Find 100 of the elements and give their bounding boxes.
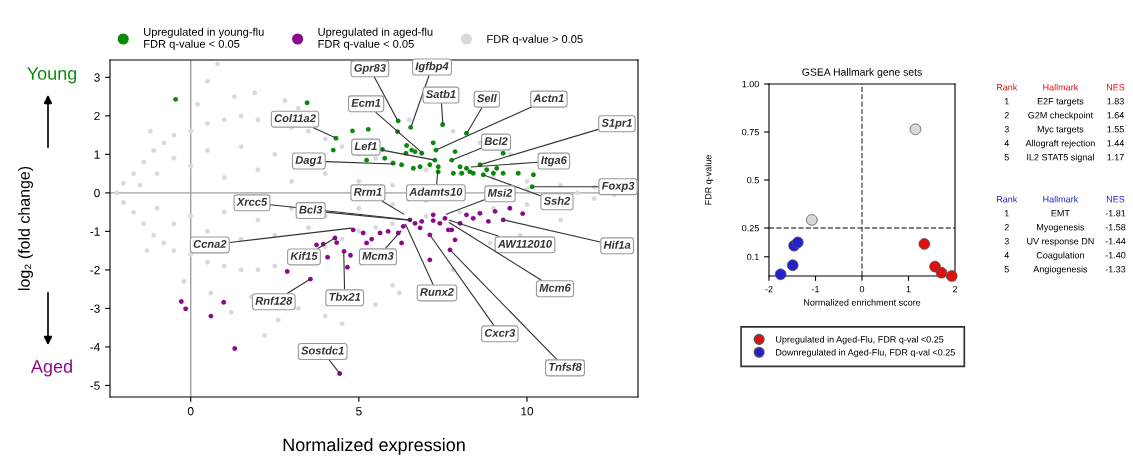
annotation: Mcm3	[362, 251, 394, 260]
x-tick-label: 1	[906, 286, 911, 293]
legend-label: Upregulated in young-flu FDR q-value < 0.05	[144, 27, 264, 50]
point	[400, 223, 406, 229]
point	[325, 254, 330, 260]
annotation: Ecm1	[351, 99, 381, 107]
point	[464, 165, 469, 171]
annotation: Dag1	[295, 156, 322, 167]
point	[410, 165, 416, 171]
point	[464, 212, 469, 218]
text: 1.55	[1107, 126, 1124, 133]
y-tick-label: 0.25	[742, 224, 759, 232]
point	[427, 257, 433, 263]
point	[334, 240, 340, 245]
y-tick-label: -5	[90, 381, 100, 390]
point	[470, 170, 476, 176]
x-axis-title: Normalized expression	[283, 438, 465, 455]
point	[531, 172, 536, 178]
point	[232, 346, 238, 351]
text: Rank	[996, 195, 1018, 203]
text: -1.58	[1105, 224, 1126, 231]
text: -1.44	[1105, 238, 1126, 245]
point	[470, 215, 476, 221]
point	[382, 155, 388, 161]
point	[330, 147, 336, 153]
point	[507, 205, 513, 211]
point	[437, 220, 443, 226]
point	[442, 215, 448, 221]
point	[500, 170, 506, 176]
text: 1.83	[1107, 98, 1124, 105]
y-axis-title: FDR q-value	[704, 155, 714, 205]
text: G2M checkpoint	[1028, 111, 1093, 121]
point	[467, 169, 473, 175]
y-tick-label: -2	[90, 265, 100, 275]
point	[435, 164, 441, 170]
text: NES	[1106, 196, 1125, 203]
annotation: Kif15	[290, 251, 318, 260]
point	[452, 149, 458, 155]
text: -1.81	[1105, 210, 1126, 217]
point	[494, 165, 500, 171]
text: 1.64	[1107, 112, 1125, 119]
point	[399, 162, 404, 168]
point	[404, 143, 410, 148]
point	[221, 299, 227, 305]
text: 1	[1004, 210, 1009, 217]
text: 2	[1004, 112, 1009, 119]
text: 4	[1004, 252, 1009, 259]
point	[284, 269, 290, 274]
annotation: Bcl2	[484, 136, 508, 146]
point	[449, 227, 455, 233]
text: EMT	[1051, 210, 1070, 217]
text: Coagulation	[1036, 251, 1084, 261]
y-tick-label: -3	[90, 304, 100, 313]
y-tick-label: 0.1	[747, 253, 759, 261]
text: NES	[1106, 84, 1125, 91]
annotation: Tbx21	[329, 292, 361, 301]
point	[430, 140, 436, 146]
point	[365, 126, 371, 132]
point	[427, 162, 433, 168]
x-axis-title: Normalized enrichment score	[804, 299, 921, 306]
text: 5	[1004, 266, 1009, 273]
chart-title: GSEA Hallmark gene sets	[802, 68, 922, 78]
point	[412, 220, 418, 226]
point	[484, 167, 490, 173]
annotation: Runx2	[420, 288, 454, 296]
y-tick-label: 0.75	[742, 128, 759, 136]
y-tick-label: -4	[90, 343, 100, 352]
annotation: Foxp3	[601, 181, 635, 192]
y-tick-label: 0.5	[747, 176, 759, 184]
point	[457, 164, 463, 170]
text: Myogenesis	[1037, 223, 1085, 233]
point	[430, 212, 436, 218]
point	[450, 170, 456, 176]
text: IL2 STAT5 signal	[1027, 153, 1094, 163]
point	[304, 100, 310, 106]
text: 3	[1004, 126, 1009, 133]
text: Rank	[996, 83, 1018, 91]
point	[178, 299, 184, 304]
annotation: Tnfsf8	[549, 362, 582, 371]
x-tick-label: 0	[187, 407, 194, 416]
point	[477, 210, 483, 216]
text: -1.33	[1105, 266, 1126, 273]
y-tick-label: 0	[94, 188, 100, 198]
annotation: Igfbp4	[415, 61, 449, 73]
annotation: Satb1	[425, 89, 456, 99]
text: 1.44	[1107, 140, 1125, 147]
annotation: Rrm1	[353, 188, 382, 196]
text: Allograft rejection	[1025, 139, 1095, 149]
point	[520, 211, 526, 217]
text: E2F targets	[1037, 98, 1084, 107]
point	[430, 218, 436, 224]
annotation: Hif1a	[603, 240, 631, 249]
y-tick-label: -1	[90, 227, 100, 236]
y-tick-label: 2	[94, 111, 100, 121]
annotation: Lef1	[354, 141, 377, 151]
point	[345, 264, 350, 270]
annotation: Cxcr3	[484, 328, 516, 337]
y-tick-label: 3	[94, 73, 100, 82]
point	[385, 228, 391, 234]
text: -1.40	[1105, 252, 1126, 259]
